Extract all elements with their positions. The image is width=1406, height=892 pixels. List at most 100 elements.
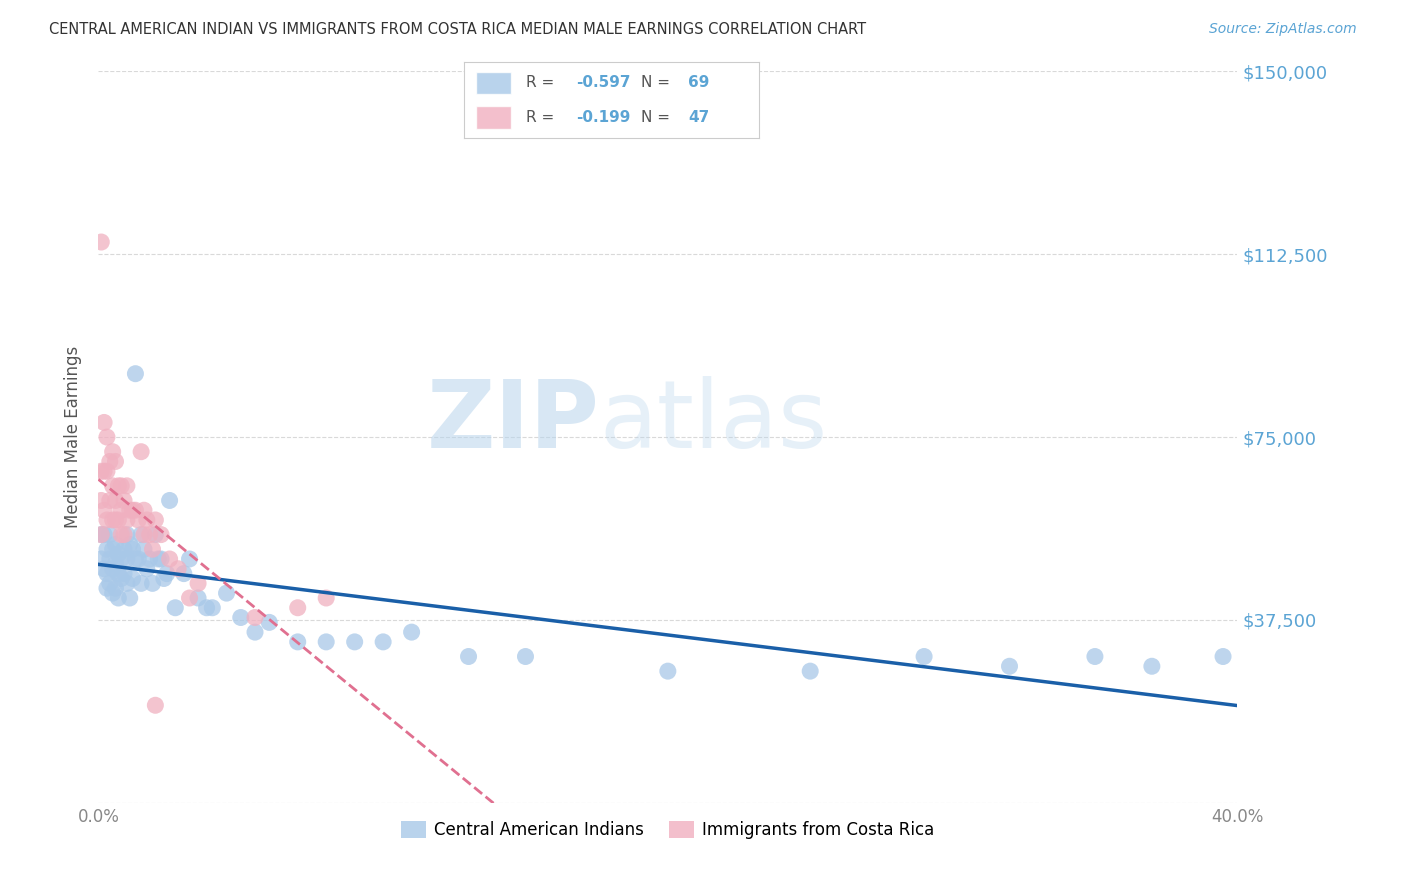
Point: [121, 572, 143, 586]
Point: [118, 503, 141, 517]
Point: [107, 547, 129, 561]
Point: [127, 552, 149, 566]
Text: N =: N =: [641, 111, 675, 125]
Point: [129, 527, 152, 541]
Point: [156, 566, 179, 581]
Point: [145, 513, 167, 527]
Point: [115, 479, 138, 493]
Point: [124, 367, 146, 381]
Point: [159, 552, 181, 566]
Point: [998, 659, 1021, 673]
Point: [96, 581, 118, 595]
Point: [118, 537, 141, 551]
Point: [179, 591, 201, 605]
Point: [124, 503, 146, 517]
Point: [96, 566, 118, 581]
Point: [135, 562, 157, 576]
Point: [96, 542, 118, 557]
Point: [115, 552, 138, 566]
Point: [98, 454, 121, 468]
Point: [243, 625, 266, 640]
Point: [132, 527, 155, 541]
Text: CENTRAL AMERICAN INDIAN VS IMMIGRANTS FROM COSTA RICA MEDIAN MALE EARNINGS CORRE: CENTRAL AMERICAN INDIAN VS IMMIGRANTS FR…: [49, 22, 866, 37]
Point: [96, 513, 118, 527]
Point: [799, 664, 821, 678]
Point: [93, 416, 115, 430]
Point: [107, 566, 129, 581]
Legend: Central American Indians, Immigrants from Costa Rica: Central American Indians, Immigrants fro…: [394, 814, 942, 846]
Point: [315, 635, 337, 649]
Point: [145, 527, 167, 541]
Point: [124, 552, 146, 566]
Point: [98, 493, 121, 508]
Point: [93, 562, 115, 576]
Point: [129, 576, 152, 591]
Point: [145, 698, 167, 713]
Text: R =: R =: [526, 76, 560, 90]
Point: [101, 479, 124, 493]
Point: [112, 493, 135, 508]
Point: [1084, 649, 1107, 664]
Point: [96, 430, 118, 444]
Point: [93, 464, 115, 478]
Point: [98, 552, 121, 566]
Point: [101, 542, 124, 557]
Text: ZIP: ZIP: [426, 376, 599, 468]
Point: [165, 600, 187, 615]
Point: [115, 513, 138, 527]
Point: [259, 615, 281, 630]
Point: [101, 586, 124, 600]
Point: [457, 649, 479, 664]
Point: [90, 493, 112, 508]
Text: N =: N =: [641, 76, 675, 90]
Point: [167, 562, 190, 576]
Point: [90, 527, 112, 541]
Point: [148, 552, 170, 566]
Y-axis label: Median Male Earnings: Median Male Earnings: [65, 346, 83, 528]
Point: [98, 576, 121, 591]
Point: [159, 493, 181, 508]
Point: [104, 493, 127, 508]
Point: [101, 562, 124, 576]
Point: [101, 444, 124, 458]
Point: [141, 542, 163, 557]
Point: [93, 527, 115, 541]
Point: [110, 552, 132, 566]
Point: [96, 464, 118, 478]
Point: [401, 625, 423, 640]
Point: [1212, 649, 1234, 664]
Point: [90, 235, 112, 249]
Point: [150, 527, 173, 541]
FancyBboxPatch shape: [475, 106, 512, 129]
Point: [104, 454, 127, 468]
Point: [195, 600, 218, 615]
Point: [138, 552, 160, 566]
Point: [373, 635, 395, 649]
Point: [93, 503, 115, 517]
Point: [121, 503, 143, 517]
Point: [107, 479, 129, 493]
Point: [110, 527, 132, 541]
Point: [243, 610, 266, 624]
Text: -0.199: -0.199: [576, 111, 630, 125]
Point: [110, 479, 132, 493]
Point: [173, 566, 195, 581]
FancyBboxPatch shape: [475, 71, 512, 95]
Text: 69: 69: [689, 76, 710, 90]
Point: [912, 649, 935, 664]
Point: [107, 513, 129, 527]
Point: [107, 591, 129, 605]
Point: [132, 542, 155, 557]
Point: [315, 591, 337, 605]
Point: [515, 649, 537, 664]
Point: [112, 527, 135, 541]
Point: [90, 552, 112, 566]
Point: [150, 552, 173, 566]
Point: [343, 635, 366, 649]
Point: [104, 537, 127, 551]
Point: [127, 513, 149, 527]
Text: R =: R =: [526, 111, 560, 125]
Point: [187, 576, 209, 591]
Point: [121, 542, 143, 557]
Point: [90, 464, 112, 478]
